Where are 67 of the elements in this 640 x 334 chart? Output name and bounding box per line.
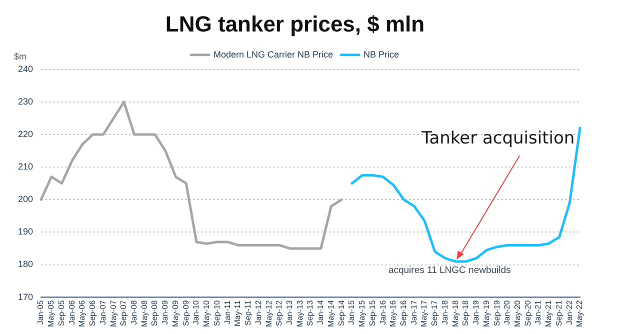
annotation: Tanker acquisition: [420, 128, 575, 148]
x-tick-label: Jan-13: [284, 300, 294, 325]
x-tick-label: Jan-09: [160, 300, 170, 325]
x-tick-label: Sep-21: [554, 300, 564, 326]
x-tick-label: May-07: [108, 300, 118, 328]
x-tick-label: Sep-06: [88, 300, 98, 326]
x-tick-label: Jan-17: [409, 300, 418, 325]
x-tick-label: Sep-09: [181, 300, 190, 326]
y-tick-label: 210: [18, 162, 34, 172]
y-tick-label: 230: [18, 96, 34, 106]
x-tick-label: Sep-20: [523, 300, 532, 326]
x-tick-label: May-06: [78, 300, 87, 328]
x-tick-label: May-19: [482, 300, 491, 328]
legend-label: Modern LNG Carrier NB Price: [213, 49, 334, 60]
x-tick-label: Jan-18: [440, 300, 450, 325]
legend-label: NB Price: [364, 49, 400, 60]
x-tick-label: May-05: [46, 300, 56, 328]
x-tick-label: Jan-10: [192, 300, 201, 325]
annotation: acquires 11 LNGC newbuilds: [388, 264, 512, 276]
y-tick-label: 200: [18, 194, 34, 204]
x-tick-label: Jan-12: [254, 300, 263, 325]
x-tick-label: Jan-20: [502, 300, 512, 325]
x-tick-label: Sep-08: [150, 300, 160, 326]
x-tick-label: May-21: [544, 300, 554, 328]
x-tick-label: Sep-11: [244, 300, 253, 326]
chart-title: LNG tanker prices, $ mln: [165, 11, 425, 36]
x-tick-label: Sep-05: [56, 300, 66, 326]
y-tick-label: 190: [18, 226, 34, 237]
x-tick-label: Sep-10: [212, 300, 222, 326]
x-tick-label: May-10: [202, 300, 212, 328]
x-tick-label: Sep-17: [430, 300, 440, 326]
x-tick-label: Sep-13: [306, 300, 315, 326]
x-tick-label: Jan-07: [98, 300, 108, 325]
y-tick-label: 240: [18, 64, 34, 74]
x-tick-label: Sep-07: [119, 300, 128, 326]
x-tick-label: May-16: [388, 300, 398, 328]
x-tick-label: Jan-19: [472, 300, 481, 325]
x-tick-label: Sep-19: [492, 300, 502, 326]
x-tick-label: May-15: [358, 300, 367, 328]
x-tick-label: May-13: [295, 300, 304, 328]
x-tick-label: Jan-22: [564, 300, 574, 325]
x-tick-label: Jan-16: [378, 300, 388, 325]
x-tick-label: May-11: [233, 300, 242, 326]
x-tick-label: Jan-06: [67, 300, 76, 325]
y-tick-label: 180: [18, 259, 34, 270]
x-tick-label: Sep-18: [461, 300, 470, 326]
x-tick-label: May-18: [450, 300, 460, 328]
y-axis-title: $m: [14, 51, 27, 62]
x-tick-label: May-17: [420, 300, 429, 328]
x-tick-label: Sep-15: [368, 300, 377, 326]
x-tick-label: May-20: [513, 300, 522, 328]
y-tick-label: 170: [18, 292, 34, 302]
y-tick-label: 220: [18, 129, 34, 140]
x-tick-label: May-14: [326, 300, 336, 328]
x-tick-label: Jan-21: [534, 300, 543, 325]
x-tick-label: May-08: [140, 300, 149, 328]
x-tick-label: Sep-16: [398, 300, 408, 326]
x-tick-label: May-12: [264, 300, 274, 328]
x-tick-label: May-09: [170, 300, 180, 328]
x-tick-label: Sep-14: [336, 300, 346, 326]
x-tick-label: Jan-08: [130, 300, 139, 325]
x-tick-label: May-22: [575, 300, 584, 328]
x-tick-label: Jan-11: [222, 300, 232, 324]
x-tick-label: Jan-14: [316, 300, 326, 325]
x-tick-label: Sep-12: [274, 300, 284, 326]
x-tick-label: Jan-15: [347, 300, 356, 325]
x-tick-label: Jan-05: [36, 300, 46, 325]
